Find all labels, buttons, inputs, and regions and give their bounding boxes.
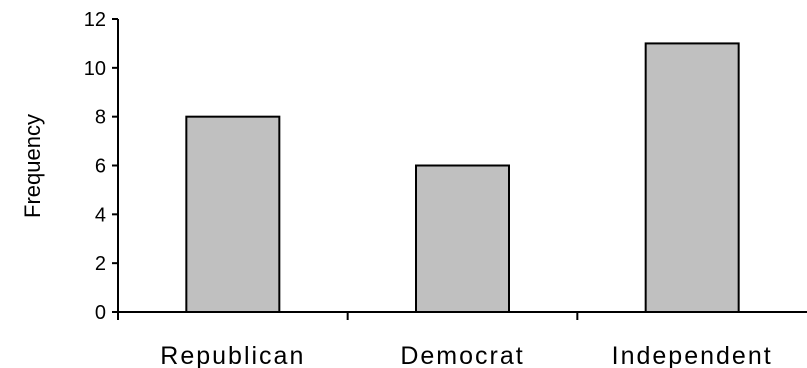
y-tick-label: 2 (95, 253, 106, 275)
bars (185, 42, 740, 314)
bar-democrat (415, 164, 510, 313)
y-tick-label: 12 (84, 9, 106, 31)
y-tick-label: 6 (95, 156, 106, 178)
bar-republican (185, 115, 281, 313)
x-axis: Republican Democrat Independent (117, 311, 807, 368)
x-category-label: Republican (160, 342, 305, 368)
x-category-label: Democrat (400, 342, 524, 368)
y-axis-title-group: Frequency (20, 114, 45, 218)
y-tick-label: 0 (95, 302, 106, 324)
bar-independent (644, 42, 740, 314)
y-tick-label: 10 (84, 58, 106, 80)
y-tick-label: 8 (95, 107, 106, 129)
x-category-label: Independent (612, 342, 773, 368)
y-axis-title: Frequency (20, 114, 45, 218)
y-tick-label: 4 (95, 204, 106, 226)
y-axis: 0 2 4 6 8 10 12 (84, 9, 119, 324)
